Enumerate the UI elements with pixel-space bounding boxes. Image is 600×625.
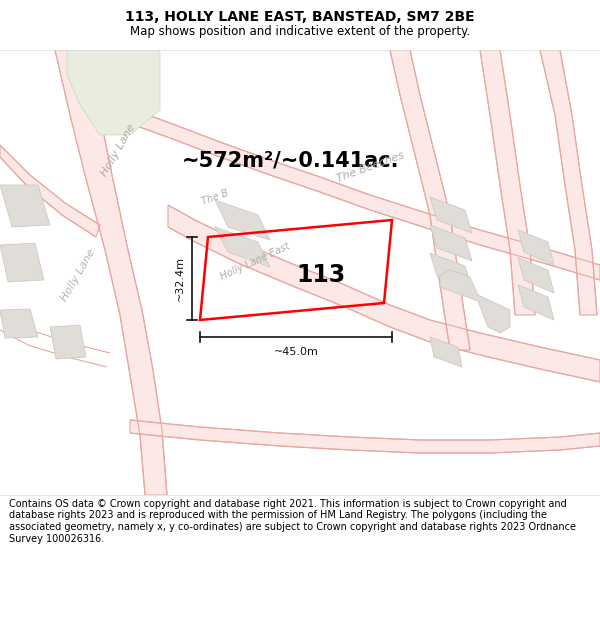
- Text: Map shows position and indicative extent of the property.: Map shows position and indicative extent…: [130, 24, 470, 38]
- Text: ~32.4m: ~32.4m: [175, 256, 185, 301]
- Polygon shape: [215, 227, 270, 267]
- Polygon shape: [430, 225, 472, 261]
- Text: ~45.0m: ~45.0m: [274, 347, 319, 357]
- Polygon shape: [518, 230, 554, 265]
- Text: Holly Lane: Holly Lane: [59, 247, 97, 303]
- Polygon shape: [430, 337, 462, 367]
- Polygon shape: [0, 185, 50, 227]
- Polygon shape: [0, 243, 44, 282]
- Polygon shape: [120, 105, 600, 280]
- Polygon shape: [480, 50, 535, 315]
- Text: The B: The B: [200, 188, 230, 206]
- Polygon shape: [55, 50, 167, 495]
- Text: Contains OS data © Crown copyright and database right 2021. This information is : Contains OS data © Crown copyright and d…: [9, 499, 576, 544]
- Text: 113: 113: [296, 263, 346, 287]
- Text: Holly Lane East: Holly Lane East: [218, 241, 292, 282]
- Text: The Beeches: The Beeches: [335, 150, 405, 184]
- Polygon shape: [430, 253, 472, 289]
- Polygon shape: [540, 50, 597, 315]
- Polygon shape: [50, 325, 86, 359]
- Text: Holly Lane: Holly Lane: [99, 122, 137, 178]
- Polygon shape: [168, 205, 600, 382]
- Text: ~572m²/~0.141ac.: ~572m²/~0.141ac.: [181, 150, 399, 170]
- Polygon shape: [130, 420, 600, 453]
- Polygon shape: [390, 50, 470, 350]
- Polygon shape: [430, 197, 472, 233]
- Polygon shape: [67, 50, 160, 135]
- Polygon shape: [0, 309, 38, 338]
- Polygon shape: [440, 270, 510, 333]
- Polygon shape: [518, 285, 554, 320]
- Text: 113, HOLLY LANE EAST, BANSTEAD, SM7 2BE: 113, HOLLY LANE EAST, BANSTEAD, SM7 2BE: [125, 10, 475, 24]
- Polygon shape: [518, 258, 554, 293]
- Polygon shape: [0, 145, 100, 237]
- Polygon shape: [215, 200, 270, 240]
